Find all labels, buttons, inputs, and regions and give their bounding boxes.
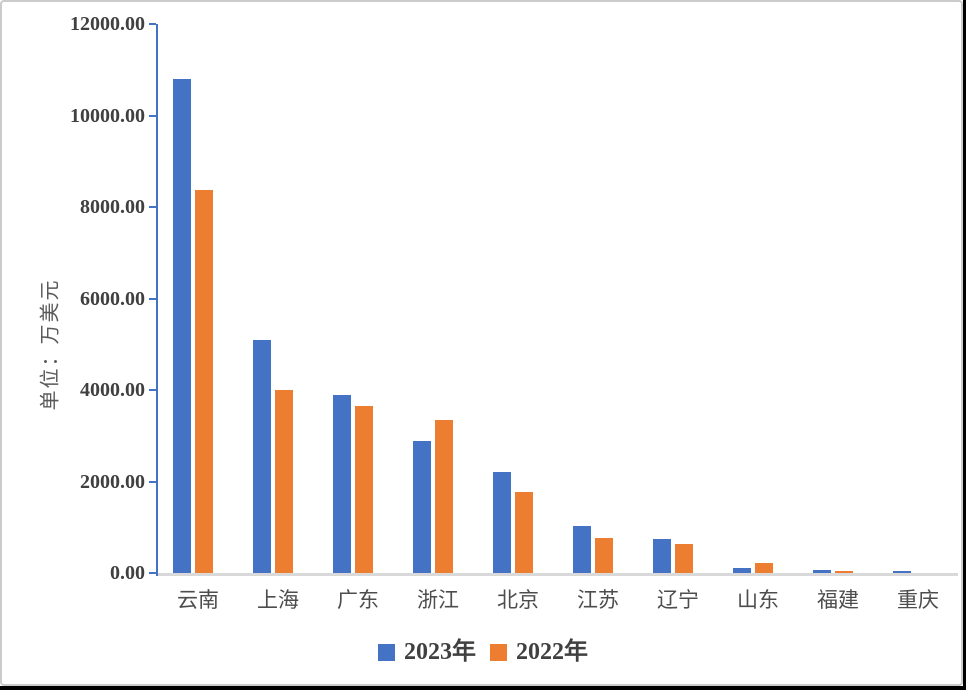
y-tick-mark: [149, 297, 156, 300]
bar-segment: [835, 571, 853, 573]
window-edge-right: [963, 0, 966, 690]
bar-segment: [653, 538, 671, 573]
y-tick-label: 8000.00: [80, 196, 145, 218]
bar-segment: [755, 562, 773, 573]
x-category-label: 江苏: [577, 588, 619, 612]
bar-segment: [733, 567, 751, 573]
legend: 2023年 2022年: [0, 639, 966, 665]
legend-item: 2022年: [490, 639, 588, 665]
y-tick-label: 6000.00: [80, 287, 145, 310]
y-tick-label: 12000.00: [70, 13, 145, 35]
bar-segment: [893, 571, 911, 573]
x-category-label: 辽宁: [657, 588, 699, 612]
x-category-label: 重庆: [897, 588, 939, 612]
y-tick-label: 2000.00: [80, 470, 145, 493]
x-category-label: 北京: [497, 588, 539, 612]
bar-segment: [515, 492, 533, 573]
bar-segment: [413, 440, 431, 573]
legend-item: 2023年: [378, 639, 476, 665]
y-tick-mark: [149, 23, 156, 25]
bar-segment: [355, 405, 373, 573]
window-edge-bottom: [0, 686, 966, 690]
bar-segment: [813, 570, 831, 573]
y-axis-line: [156, 24, 158, 576]
y-tick-mark: [149, 572, 156, 574]
x-category-label: 福建: [817, 588, 859, 612]
bar-segment: [493, 471, 511, 573]
legend-label: 2023年: [404, 639, 476, 665]
x-category-label: 山东: [737, 588, 779, 612]
y-tick-mark: [149, 206, 156, 208]
bar-segment: [573, 525, 591, 573]
y-tick-label: 10000.00: [70, 104, 145, 127]
y-tick-mark: [149, 480, 156, 483]
bar-segment: [595, 537, 613, 573]
legend-label: 2022年: [516, 639, 588, 665]
x-category-label: 浙江: [417, 588, 459, 612]
bar-segment: [253, 340, 271, 573]
y-tick-label: 0.00: [110, 562, 145, 584]
x-category-label: 云南: [177, 588, 219, 612]
x-category-label: 广东: [337, 588, 379, 612]
bar-segment: [195, 189, 213, 573]
bar-segment: [333, 395, 351, 573]
legend-swatch-icon: [490, 643, 507, 661]
bar-segment: [435, 419, 453, 573]
x-category-label: 上海: [257, 588, 299, 612]
y-tick-mark: [149, 389, 156, 391]
bar-segment: [275, 390, 293, 573]
bar-segment: [173, 78, 191, 573]
y-tick-label: 4000.00: [80, 379, 145, 401]
y-tick-mark: [149, 114, 156, 117]
legend-swatch-icon: [378, 643, 395, 661]
x-axis-line: [156, 573, 958, 576]
y-axis-title: 单位：万美元: [39, 278, 62, 411]
bar-segment: [675, 543, 693, 573]
